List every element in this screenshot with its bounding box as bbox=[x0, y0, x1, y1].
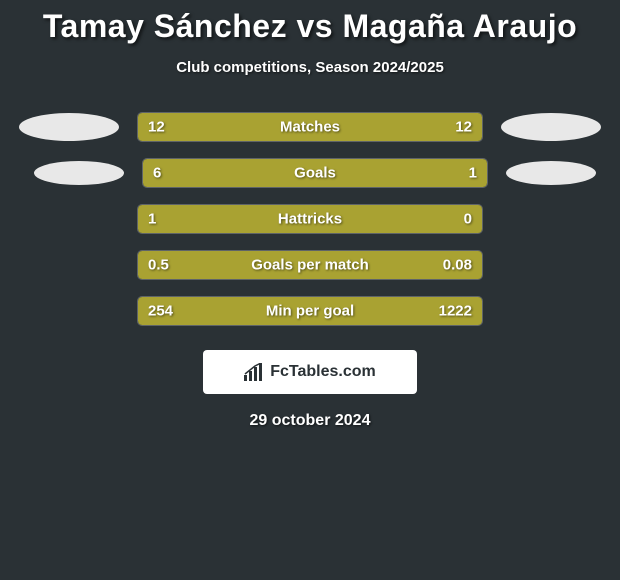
brand-text: FcTables.com bbox=[270, 363, 376, 381]
metric-row: 254 Min per goal 1222 bbox=[0, 288, 620, 334]
date-label: 29 october 2024 bbox=[0, 412, 620, 430]
comparison-widget: Tamay Sánchez vs Magaña Araujo Club comp… bbox=[0, 0, 620, 430]
bar-left bbox=[143, 159, 404, 187]
value-left: 0.5 bbox=[148, 257, 169, 274]
chart-icon bbox=[244, 363, 264, 381]
value-right: 1 bbox=[469, 165, 477, 182]
bar-track: 6 Goals 1 bbox=[142, 158, 488, 188]
metric-row: 0.5 Goals per match 0.08 bbox=[0, 242, 620, 288]
value-right: 12 bbox=[455, 119, 472, 136]
metric-row: 12 Matches 12 bbox=[0, 104, 620, 150]
page-title: Tamay Sánchez vs Magaña Araujo bbox=[0, 8, 620, 45]
player-avatar-left bbox=[34, 161, 124, 185]
metric-label: Goals bbox=[294, 165, 336, 182]
bar-track: 1 Hattricks 0 bbox=[137, 204, 483, 234]
metric-label: Min per goal bbox=[266, 303, 354, 320]
metric-label: Matches bbox=[280, 119, 340, 136]
value-right: 1222 bbox=[439, 303, 472, 320]
value-right: 0.08 bbox=[443, 257, 472, 274]
comparison-chart: 12 Matches 12 6 Goals 1 1 Hatt bbox=[0, 104, 620, 334]
value-left: 254 bbox=[148, 303, 173, 320]
metric-row: 1 Hattricks 0 bbox=[0, 196, 620, 242]
value-left: 12 bbox=[148, 119, 165, 136]
subtitle: Club competitions, Season 2024/2025 bbox=[0, 59, 620, 76]
bar-track: 0.5 Goals per match 0.08 bbox=[137, 250, 483, 280]
metric-label: Goals per match bbox=[251, 257, 369, 274]
value-left: 1 bbox=[148, 211, 156, 228]
value-left: 6 bbox=[153, 165, 161, 182]
player-avatar-left bbox=[19, 113, 119, 141]
metric-row: 6 Goals 1 bbox=[0, 150, 620, 196]
brand-badge[interactable]: FcTables.com bbox=[203, 350, 417, 394]
player-avatar-right bbox=[501, 113, 601, 141]
bar-track: 12 Matches 12 bbox=[137, 112, 483, 142]
metric-label: Hattricks bbox=[278, 211, 342, 228]
bar-track: 254 Min per goal 1222 bbox=[137, 296, 483, 326]
player-avatar-right bbox=[506, 161, 596, 185]
value-right: 0 bbox=[464, 211, 472, 228]
